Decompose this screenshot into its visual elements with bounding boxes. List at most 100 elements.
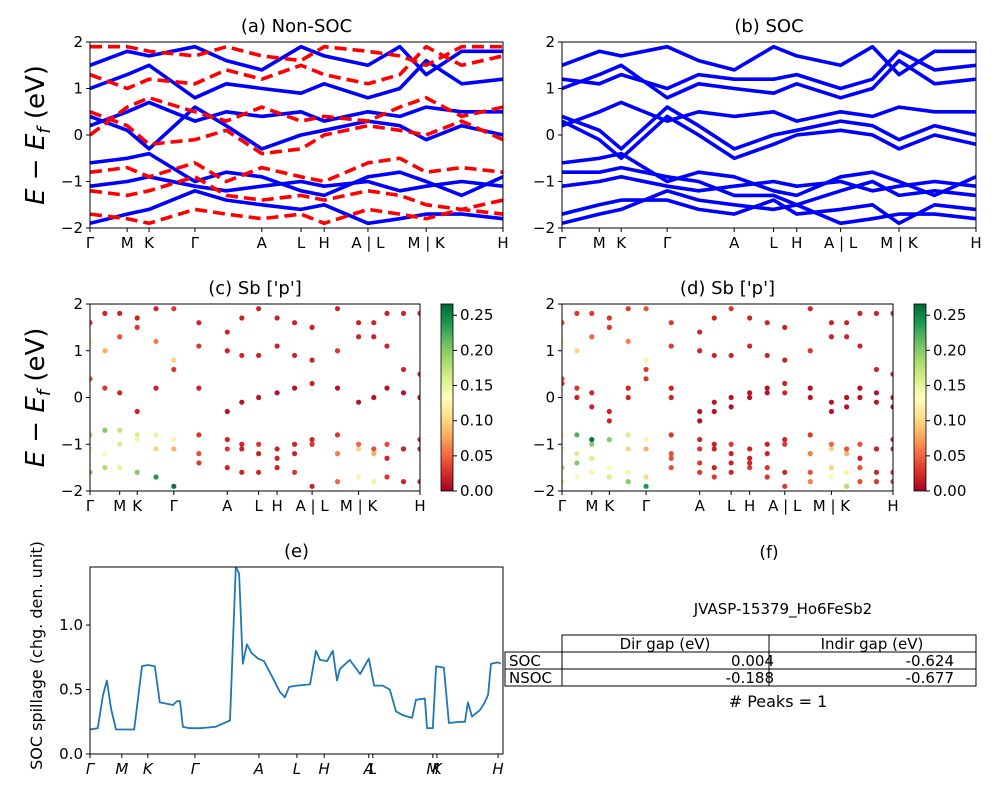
band-dot — [117, 465, 123, 471]
band-dot — [562, 380, 565, 387]
y-tick-label: −1 — [61, 173, 83, 191]
band-line — [562, 114, 976, 161]
band-dot — [606, 408, 612, 415]
x-tick-label: H — [744, 497, 755, 515]
band-dot — [697, 408, 703, 415]
panel-title: (c) Sb ['p'] — [208, 278, 302, 299]
band-dot — [747, 465, 753, 471]
x-tick-label: M — [593, 234, 606, 252]
band-dot — [196, 320, 202, 326]
band-dot — [711, 465, 717, 471]
band-dot — [828, 320, 835, 326]
band-dot — [102, 451, 108, 457]
band-dot — [274, 465, 280, 471]
band-dot — [117, 390, 123, 396]
band-dot — [807, 394, 813, 401]
colorbar-tick-label: 0.00 — [933, 482, 966, 500]
x-tick-label: A — [363, 760, 374, 778]
band-dot — [562, 338, 565, 344]
caption: JVASP-15379_Ho6FeSb2 — [693, 600, 872, 619]
band-dot — [764, 474, 770, 480]
band-dot — [747, 394, 753, 401]
y-tick-label: 2 — [73, 295, 83, 313]
y-tick-label: 0 — [545, 126, 555, 144]
band-line — [90, 151, 503, 198]
band-dot — [589, 334, 595, 340]
band-dot — [117, 310, 123, 316]
y-tick-label: 0 — [73, 126, 83, 144]
band-dot — [857, 385, 863, 391]
x-tick-label: A — [695, 497, 706, 515]
band-dot — [844, 404, 850, 410]
y-tick-label: 0 — [73, 389, 83, 407]
band-dot — [256, 352, 262, 359]
band-dot — [807, 348, 813, 354]
band-dot — [417, 310, 420, 316]
band-dot — [668, 394, 674, 401]
y-tick-label: −2 — [61, 219, 83, 237]
band-dot — [857, 479, 863, 485]
band-dot — [574, 348, 580, 354]
colorbar-tick-label: 0.05 — [460, 447, 493, 465]
x-tick-label: M | K — [880, 234, 919, 252]
band-dot — [828, 474, 835, 480]
band-dot — [807, 479, 813, 485]
band-dot — [728, 404, 734, 410]
band-dot — [643, 446, 649, 452]
colorbar-tick-label: 0.15 — [460, 377, 493, 395]
band-dot — [828, 465, 835, 471]
band-dot — [844, 469, 850, 475]
band-dot — [274, 315, 280, 321]
band-dot — [589, 436, 595, 443]
band-dot — [384, 441, 390, 447]
band-dot — [274, 455, 280, 461]
band-dot — [196, 432, 202, 438]
band-dot — [807, 432, 813, 438]
band-dot — [384, 385, 390, 391]
row-label: NSOC — [509, 669, 552, 687]
band-dot — [844, 394, 850, 401]
x-tick-label: L — [727, 497, 736, 515]
band-dot — [668, 320, 674, 326]
y-label-sub: f — [34, 125, 55, 134]
band-line — [562, 44, 976, 77]
band-dot — [224, 348, 230, 354]
band-dot — [292, 451, 298, 457]
band-dot — [309, 436, 315, 443]
band-dot — [643, 436, 649, 443]
band-dot — [711, 408, 717, 415]
band-dot — [844, 334, 850, 340]
band-dot — [102, 348, 108, 354]
x-tick-label: M — [426, 760, 439, 778]
band-dot — [625, 338, 631, 344]
band-dot — [625, 469, 631, 475]
y-tick-label: 1 — [545, 80, 555, 98]
x-tick-label: A | L — [351, 234, 385, 252]
band-dot — [102, 385, 108, 391]
band-dot — [728, 469, 734, 475]
colorbar-tick-label: 0.10 — [933, 412, 966, 430]
band-dot — [711, 352, 717, 359]
band-dot — [400, 366, 407, 373]
band-dot — [782, 441, 788, 447]
plot-area — [90, 306, 420, 489]
band-dot — [890, 404, 893, 410]
band-dot — [711, 446, 717, 452]
panel-title: (d) Sb ['p'] — [680, 278, 775, 299]
band-dot — [196, 460, 202, 466]
x-tick-label: Γ — [86, 497, 95, 515]
band-dot — [153, 385, 159, 391]
x-tick-label: K — [432, 760, 443, 778]
y-tick-label: 1 — [73, 342, 83, 360]
band-dot — [562, 465, 565, 471]
band-line — [90, 105, 503, 151]
band-line — [562, 175, 976, 193]
band-dot — [171, 436, 177, 443]
band-dot — [747, 390, 753, 396]
band-dot — [153, 446, 159, 452]
band-dot — [371, 446, 377, 452]
band-dot — [697, 469, 703, 475]
band-dot — [728, 441, 734, 447]
band-dot — [562, 376, 565, 382]
